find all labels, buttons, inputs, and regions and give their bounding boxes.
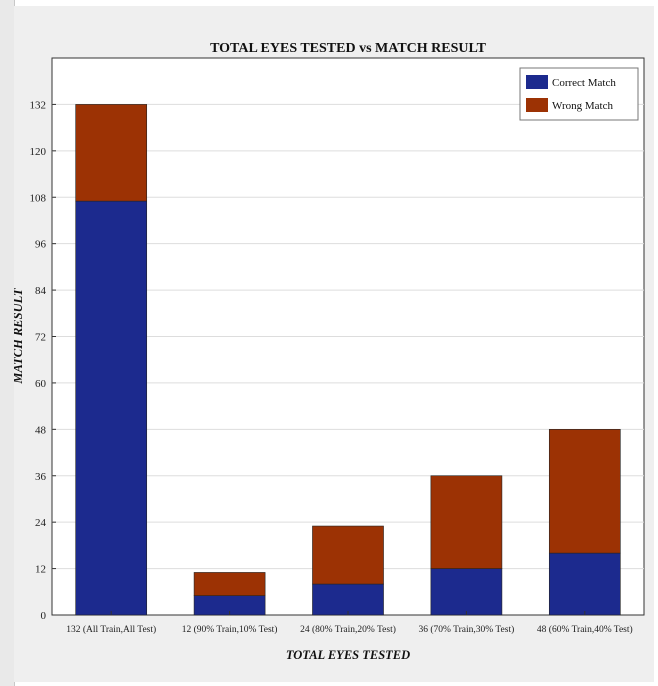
y-tick-label: 60	[35, 378, 47, 390]
bar-wrong-match	[75, 104, 148, 202]
y-tick-label: 108	[30, 192, 47, 204]
y-tick-label: 96	[35, 239, 47, 251]
bar-correct-match	[312, 583, 384, 616]
x-tick-label: 48 (60% Train,40% Test)	[537, 624, 633, 635]
chart-title: TOTAL EYES TESTED vs MATCH RESULT	[210, 41, 486, 56]
x-tick-label: 132 (All Train,All Test)	[66, 624, 156, 635]
left-border	[0, 0, 15, 686]
gridlines	[52, 103, 644, 570]
bar-wrong-match	[548, 429, 621, 554]
bar-wrong-match	[193, 572, 266, 596]
legend: Correct Match Wrong Match	[519, 67, 639, 121]
stacked-bar-chart: 0 12 24 36 48 60 72 84 96 108 120 132 132 (All Trai…	[14, 41, 645, 662]
y-tick-label: 36	[35, 471, 47, 483]
bar-wrong-match	[312, 525, 384, 585]
bar-correct-match	[75, 200, 148, 616]
legend-swatch-wrong-match	[526, 98, 548, 112]
y-tick-label: 24	[35, 517, 47, 529]
x-tick-label: 24 (80% Train,20% Test)	[300, 624, 396, 635]
bar-wrong-match	[430, 475, 503, 569]
y-tick-label: 12	[35, 564, 46, 576]
y-tick-label: 0	[41, 610, 47, 622]
bar-correct-match	[430, 568, 503, 616]
bar-correct-match	[548, 552, 621, 616]
y-tick-label: 48	[35, 424, 47, 436]
legend-label-correct-match: Correct Match	[552, 77, 616, 89]
bars	[75, 104, 621, 616]
legend-swatch-correct-match	[526, 75, 548, 89]
y-tick-label: 132	[30, 99, 47, 111]
y-tick-label: 120	[30, 146, 47, 158]
x-tick-label: 12 (90% Train,10% Test)	[182, 624, 278, 635]
x-axis-title: TOTAL EYES TESTED	[286, 648, 410, 662]
x-tick-label: 36 (70% Train,30% Test)	[419, 624, 515, 635]
y-axis-ticks: 0 12 24 36 48 60 72 84 96 108 120 132	[30, 99, 56, 622]
y-axis-title: MATCH RESULT	[14, 287, 25, 385]
legend-label-wrong-match: Wrong Match	[552, 100, 613, 112]
y-tick-label: 84	[35, 285, 47, 297]
x-axis-ticks: 132 (All Train,All Test) 12 (90% Train,10…	[66, 611, 633, 635]
y-tick-label: 72	[35, 332, 46, 344]
chart-panel: 0 12 24 36 48 60 72 84 96 108 120 132 132 (All Trai…	[14, 6, 654, 682]
